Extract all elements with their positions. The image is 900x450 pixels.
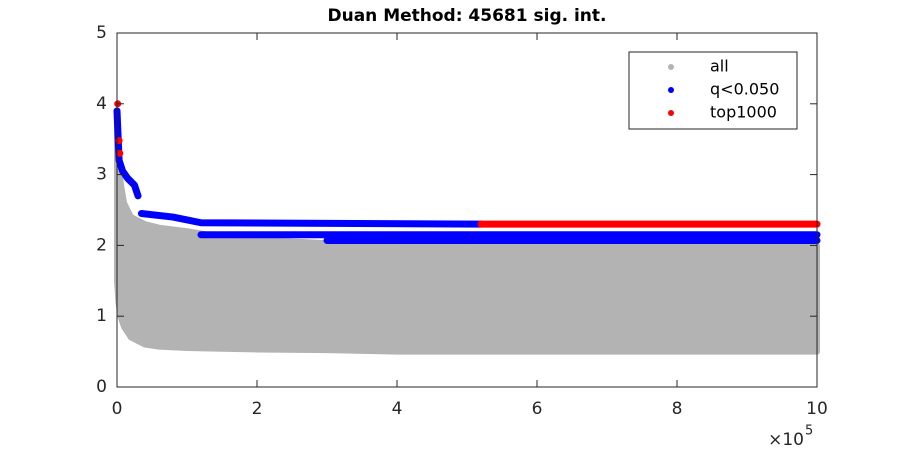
y-tick-label: 1 — [96, 306, 107, 326]
x-tick-label: 2 — [252, 399, 263, 419]
y-tick-label: 4 — [96, 94, 107, 114]
legend-marker — [668, 64, 674, 70]
legend-label: q<0.050 — [710, 80, 779, 99]
y-tick-label: 5 — [96, 23, 107, 43]
scatter-points — [113, 107, 821, 244]
axes-box — [116, 32, 818, 388]
legend-label: top1000 — [710, 103, 777, 122]
y-tick-label: 3 — [96, 165, 107, 185]
chart-title: Duan Method: 45681 sig. int. — [327, 6, 606, 26]
x-tick-label: 6 — [532, 399, 543, 419]
x-tick-label: 4 — [392, 399, 403, 419]
x-tick-label: 0 — [112, 399, 123, 419]
x-tick-label: 8 — [672, 399, 683, 419]
x-exponent-base: ×10 — [768, 430, 804, 450]
legend-marker — [668, 110, 674, 116]
y-tick-label: 0 — [96, 377, 107, 397]
legend-marker — [668, 87, 674, 93]
legend-box — [628, 51, 798, 130]
x-tick-label: 10 — [806, 399, 828, 419]
legend-label: all — [710, 57, 729, 76]
y-tick-label: 2 — [96, 235, 107, 255]
x-exponent-power: 5 — [805, 424, 813, 439]
